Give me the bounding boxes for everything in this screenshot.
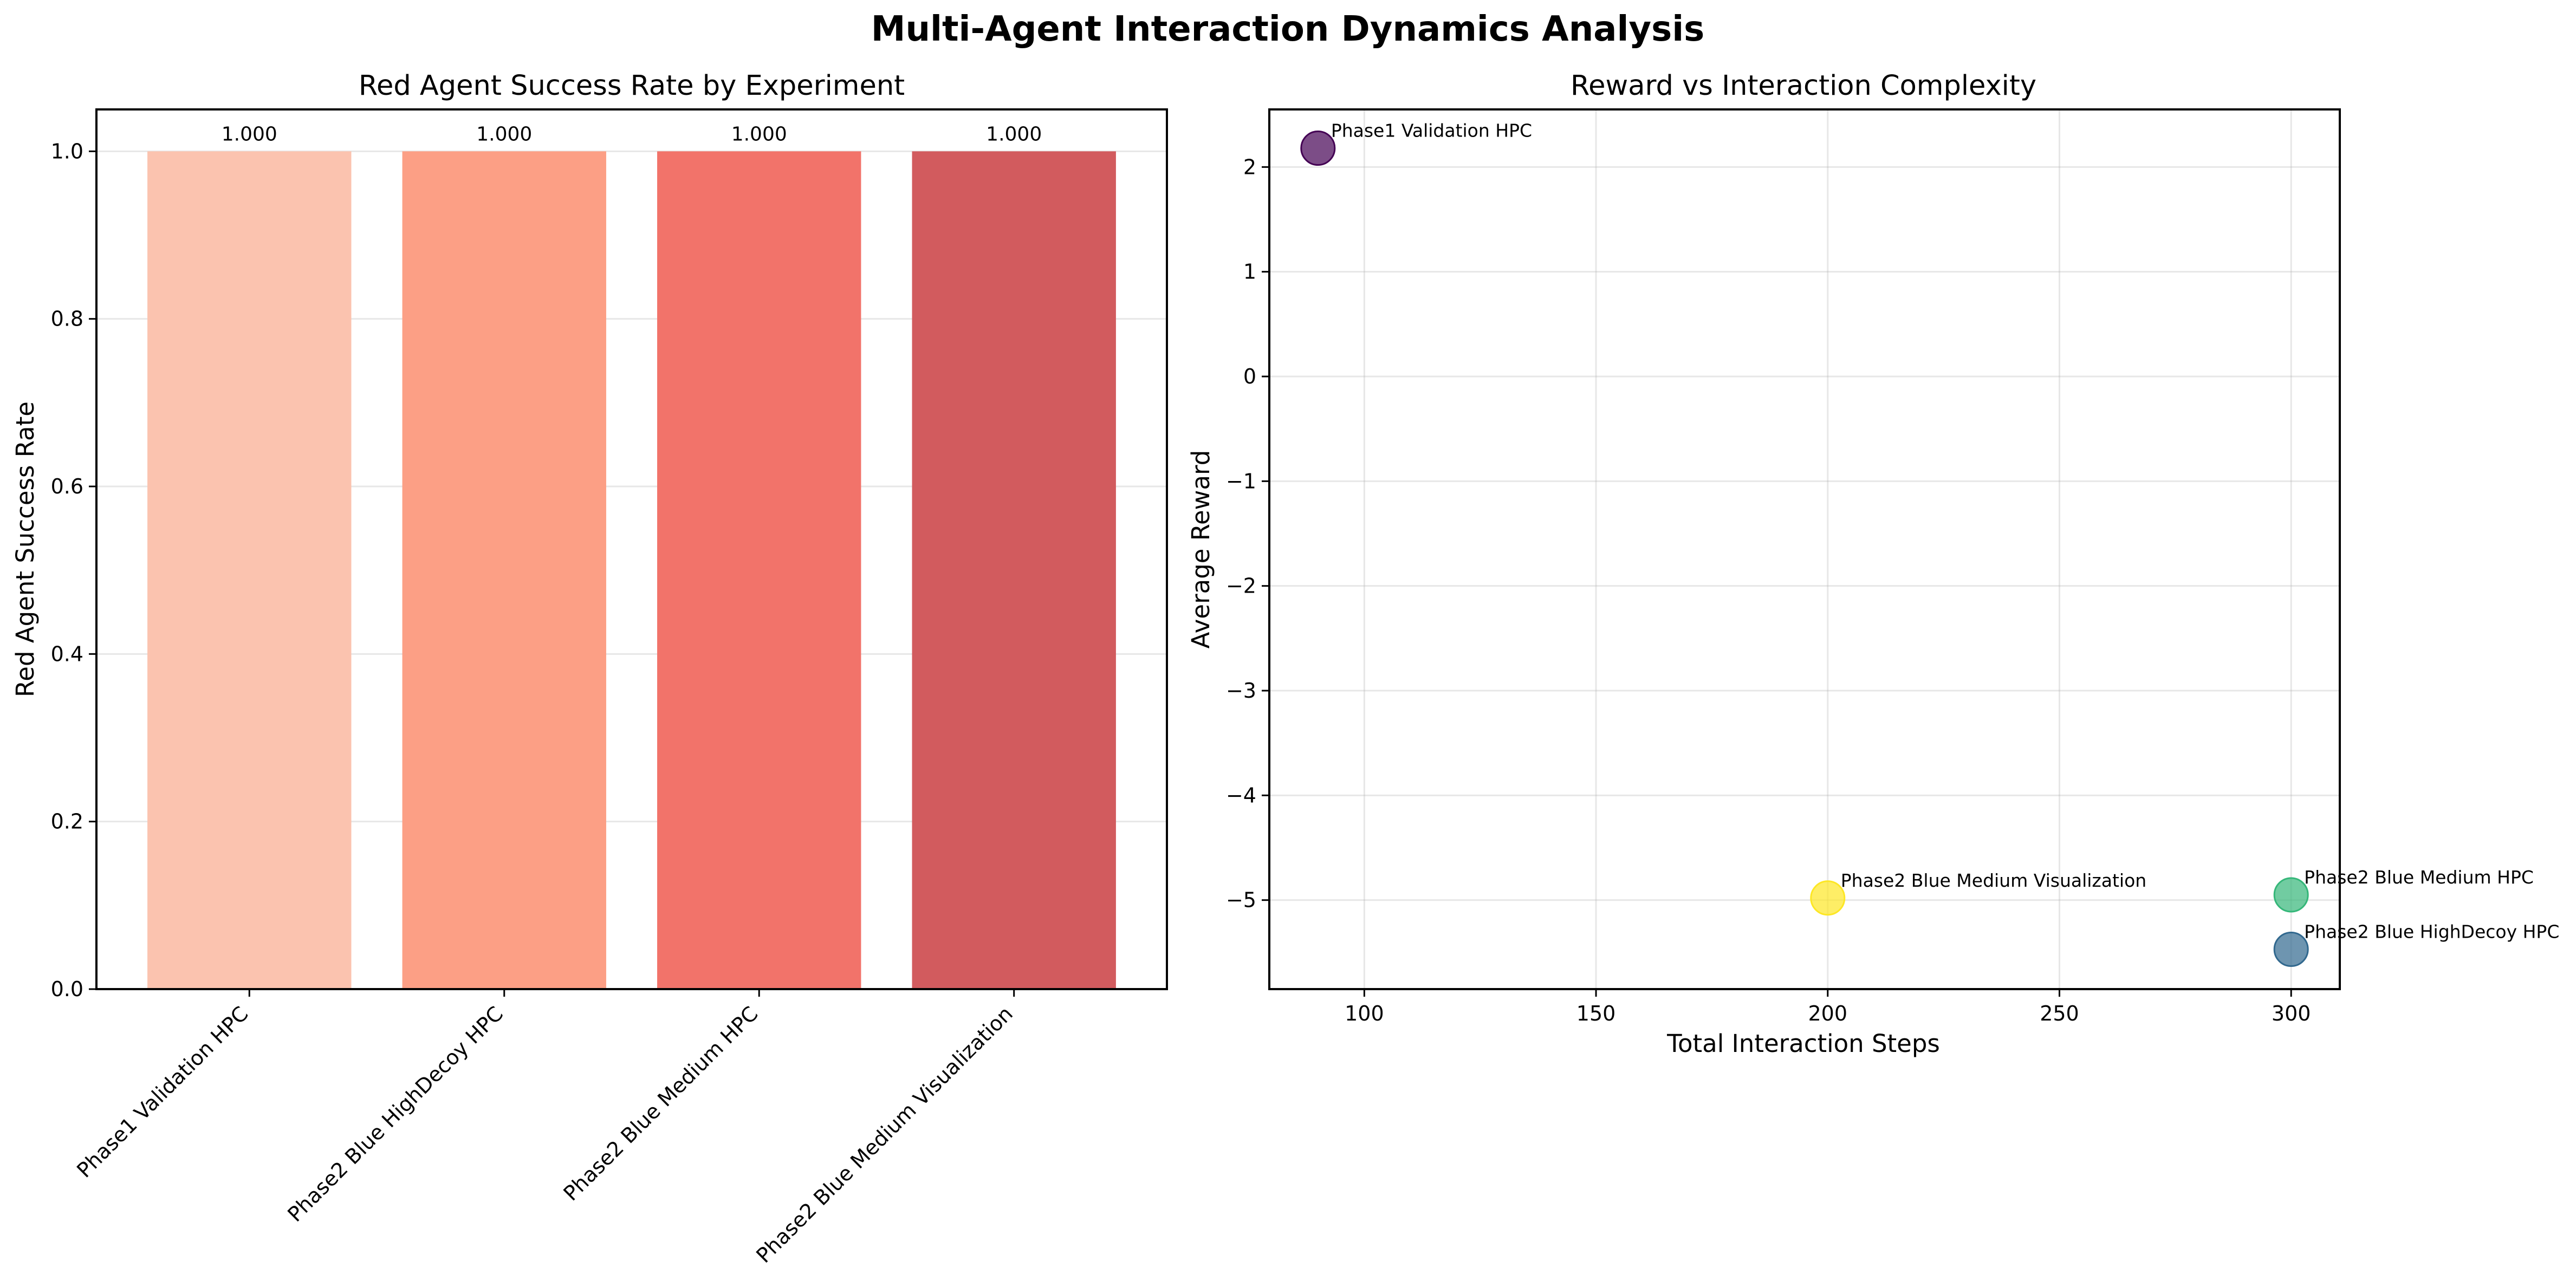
bar (402, 151, 606, 989)
bar-chart-title: Red Agent Success Rate by Experiment (359, 70, 905, 102)
bar-y-tick-label: 0.2 (51, 810, 83, 834)
bar-y-tick-label: 0.4 (51, 642, 83, 666)
scatter-y-tick-label: −1 (1226, 469, 1256, 493)
scatter-x-tick-label: 250 (2040, 1002, 2079, 1025)
bar (657, 151, 861, 989)
bar-y-tick-label: 1.0 (51, 139, 83, 163)
bar-x-axis: Phase1 Validation HPC Phase2 Blue HighDec… (72, 989, 1017, 1268)
scatter-point-label: Phase1 Validation HPC (1331, 120, 1532, 141)
scatter-y-tick-label: −5 (1226, 888, 1256, 912)
bar-value-label: 1.000 (222, 123, 277, 145)
bar-y-axis: 0.0 0.2 0.4 0.6 0.8 1.0 (51, 139, 96, 1001)
bar-x-tick-label: Phase1 Validation HPC (72, 1002, 252, 1182)
scatter-y-tick-label: 0 (1243, 365, 1256, 388)
scatter-y-tick-label: −2 (1226, 574, 1256, 598)
bar-y-tick-label: 0.6 (51, 475, 83, 498)
scatter-y-tick-label: −4 (1226, 783, 1256, 807)
scatter-plot-frame (1268, 108, 2341, 990)
scatter-y-axis: −5 −4 −3 −2 −1 0 1 2 (1226, 155, 1269, 912)
scatter-point (2273, 932, 2309, 967)
scatter-x-tick-label: 300 (2272, 1002, 2311, 1025)
bar-chart-panel: Red Agent Success Rate by Experiment 1.0… (11, 70, 1168, 1268)
bar-y-axis-label: Red Agent Success Rate (11, 401, 40, 697)
scatter-point (1300, 131, 1336, 166)
bar-value-label: 1.000 (476, 123, 532, 145)
scatter-point-label: Phase2 Blue Medium HPC (2304, 867, 2534, 888)
scatter-y-tick-label: −3 (1226, 679, 1256, 703)
figure-title: Multi-Agent Interaction Dynamics Analysi… (871, 9, 1704, 49)
scatter-point (2273, 877, 2309, 913)
bar-value-label: 1.000 (731, 123, 787, 145)
scatter-x-axis: 100 150 200 250 300 (1345, 989, 2311, 1025)
bar-y-tick-label: 0.0 (51, 977, 83, 1001)
scatter-x-tick-label: 150 (1576, 1002, 1616, 1025)
scatter-grid (1269, 109, 2340, 989)
scatter-point (1810, 880, 1846, 916)
bar (147, 151, 352, 989)
scatter-point-label: Phase2 Blue Medium Visualization (1841, 870, 2146, 891)
bar-plot-frame (95, 108, 1168, 990)
bar-x-tick-label: Phase2 Blue Medium HPC (559, 1002, 762, 1205)
bar-x-tick-label: Phase2 Blue HighDecoy HPC (283, 1002, 508, 1226)
scatter-annotations: Phase1 Validation HPC Phase2 Blue HighDec… (1331, 120, 2560, 943)
bar-value-labels: 1.000 1.000 1.000 1.000 (222, 123, 1042, 145)
scatter-point-label: Phase2 Blue HighDecoy HPC (2304, 921, 2559, 943)
scatter-y-tick-label: 2 (1243, 155, 1256, 179)
bar-y-tick-label: 0.8 (51, 307, 83, 331)
scatter-x-tick-label: 200 (1808, 1002, 1848, 1025)
bar-x-tick-label: Phase2 Blue Medium Visualization (751, 1002, 1017, 1268)
scatter-series (1300, 131, 2309, 967)
bar-series (147, 151, 1116, 989)
bar-value-label: 1.000 (986, 123, 1042, 145)
scatter-x-axis-label: Total Interaction Steps (1666, 1029, 1940, 1058)
scatter-y-axis-label: Average Reward (1186, 450, 1215, 649)
bar (912, 151, 1116, 989)
scatter-y-tick-label: 1 (1243, 260, 1256, 284)
scatter-chart-title: Reward vs Interaction Complexity (1571, 70, 2036, 102)
scatter-x-tick-label: 100 (1345, 1002, 1384, 1025)
scatter-chart-panel: Reward vs Interaction Complexity Phase1 … (1186, 70, 2559, 1058)
